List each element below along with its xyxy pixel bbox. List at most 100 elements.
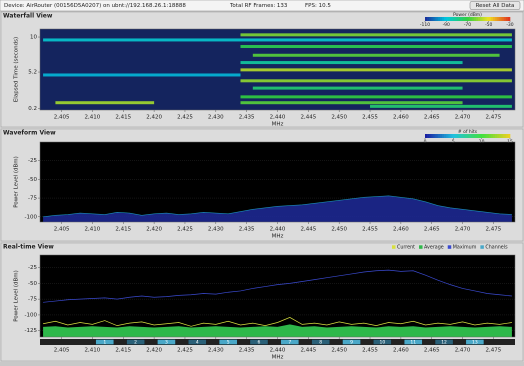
x-tick-label: 2,460 xyxy=(393,115,409,121)
x-tick-label: 2,425 xyxy=(177,227,193,233)
colorbar-cell xyxy=(478,134,481,138)
colorbar-tick-label: -30 xyxy=(506,22,513,28)
colorbar-cell xyxy=(486,17,490,21)
x-tick-label: 2,405 xyxy=(54,227,70,233)
hits-edge xyxy=(43,195,512,218)
channel-label: 4 xyxy=(196,340,199,346)
x-tick-label: 2,435 xyxy=(239,348,255,354)
heat-band xyxy=(240,101,463,105)
colorbar-cell xyxy=(442,134,445,138)
colorbar-cell xyxy=(495,17,498,21)
colorbar-cell xyxy=(480,134,483,138)
colorbar-cell xyxy=(503,134,507,138)
colorbar-cell xyxy=(456,134,460,138)
colorbar-cell xyxy=(505,134,509,138)
colorbar-cell xyxy=(465,17,468,21)
colorbar-cell xyxy=(454,134,458,138)
y-tick-label: -25 xyxy=(28,158,37,164)
colorbar-cell xyxy=(448,17,451,21)
x-tick-label: 2,460 xyxy=(393,227,409,233)
series-line xyxy=(43,269,512,303)
x-tick-label: 2,445 xyxy=(300,348,316,354)
panel-title: Waveform View xyxy=(3,130,56,137)
colorbar-cell xyxy=(488,134,492,138)
colorbar-cell xyxy=(454,17,458,21)
heat-band xyxy=(240,33,512,37)
plot-frame xyxy=(39,254,516,338)
x-tick-label: 2,415 xyxy=(115,227,131,233)
y-tick-label: -100 xyxy=(25,312,38,318)
reset-label[interactable]: Reset All Data xyxy=(476,3,515,9)
heat-band xyxy=(55,101,155,105)
panel-title: Real-time View xyxy=(3,244,54,251)
x-tick-label: 2,470 xyxy=(455,348,471,354)
x-tick-label: 2,420 xyxy=(146,227,162,233)
plot-frame xyxy=(39,28,516,111)
channel-label: 3 xyxy=(165,340,168,346)
colorbar-cell xyxy=(471,17,475,21)
heat-band xyxy=(43,38,512,42)
channel-label: 12 xyxy=(441,340,447,346)
colorbar-cell xyxy=(446,17,449,21)
fps-info: FPS: 10.5 xyxy=(305,3,331,9)
x-tick-label: 2,470 xyxy=(455,115,471,121)
y-tick-label: 0.2 xyxy=(28,106,37,112)
reset-button[interactable] xyxy=(469,1,521,10)
heat-band xyxy=(240,79,512,83)
channel-label: 10 xyxy=(380,340,386,346)
x-tick-label: 2,475 xyxy=(486,115,502,121)
colorbar-cell xyxy=(505,17,509,21)
colorbar-cell xyxy=(452,134,456,138)
x-tick-label: 2,435 xyxy=(239,115,255,121)
colorbar-cell xyxy=(497,17,500,21)
y-tick-label: -50 xyxy=(28,281,37,287)
channel-strip xyxy=(40,339,515,345)
heat-band xyxy=(240,61,463,65)
x-tick-label: 2,475 xyxy=(486,227,502,233)
colorbar-cell xyxy=(484,134,487,138)
x-tick-label: 2,405 xyxy=(54,348,70,354)
colorbar-cell xyxy=(501,17,504,21)
x-tick-label: 2,450 xyxy=(331,227,347,233)
colorbar-cell xyxy=(473,17,477,21)
colorbar-cell xyxy=(478,17,481,21)
legend-label: Maximum xyxy=(453,245,477,251)
channel-box xyxy=(280,339,299,345)
channel-box xyxy=(434,339,454,345)
colorbar-cell xyxy=(461,134,464,138)
x-tick-label: 2,445 xyxy=(300,115,316,121)
heat-band xyxy=(252,86,463,90)
channel-box xyxy=(95,339,114,345)
colorbar-cell xyxy=(467,17,470,21)
channel-label: 8 xyxy=(319,340,322,346)
colorbar-cell xyxy=(499,134,502,138)
channel-label: 13 xyxy=(472,340,478,346)
colorbar-cell xyxy=(435,17,439,21)
heat-band xyxy=(240,45,512,49)
colorbar-cell xyxy=(429,17,432,21)
x-tick-label: 2,440 xyxy=(270,348,286,354)
y-axis-label: Power Level (dBm) xyxy=(14,270,20,322)
colorbar-cell xyxy=(490,17,494,21)
y-tick-label: -75 xyxy=(28,297,37,303)
x-tick-label: 2,410 xyxy=(85,115,101,121)
colorbar-cell xyxy=(429,134,432,138)
heat-band xyxy=(240,68,512,72)
channel-box xyxy=(249,339,269,345)
y-tick-label: 5.2 xyxy=(28,70,37,76)
channel-box xyxy=(342,339,361,345)
channel-box xyxy=(157,339,176,345)
x-tick-label: 2,425 xyxy=(177,348,193,354)
colorbar-cell xyxy=(450,17,453,21)
x-axis-label: MHz xyxy=(272,122,284,128)
y-tick-label: -75 xyxy=(28,196,37,202)
colorbar-cell xyxy=(427,17,430,21)
colorbar-cell xyxy=(442,17,445,21)
colorbar-cell xyxy=(463,134,466,138)
colorbar-cell xyxy=(444,134,447,138)
colorbar-cell xyxy=(433,134,436,138)
x-tick-label: 2,455 xyxy=(362,227,378,233)
x-tick-label: 2,455 xyxy=(362,115,378,121)
channel-label: 11 xyxy=(410,340,416,346)
colorbar-cell xyxy=(499,17,502,21)
